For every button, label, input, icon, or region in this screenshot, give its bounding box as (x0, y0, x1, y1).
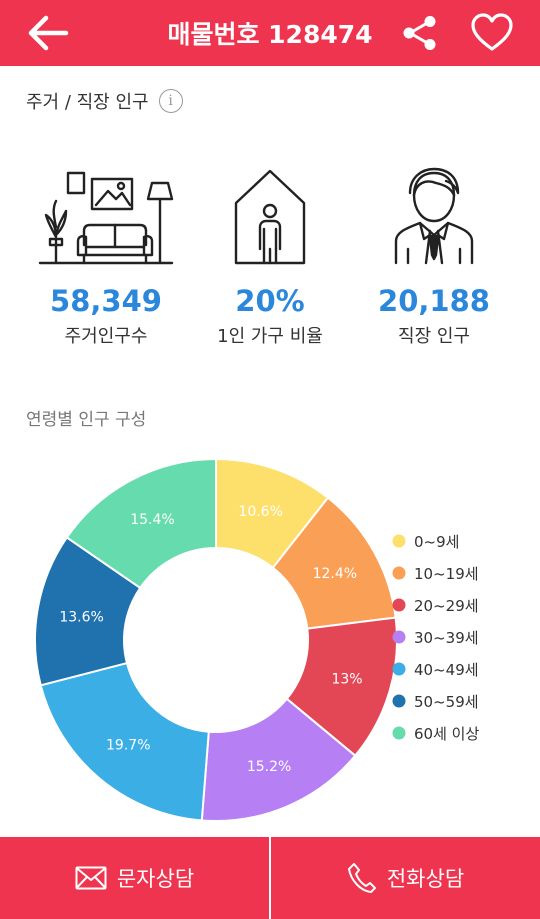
arrow-left-icon[interactable] (26, 13, 70, 53)
slice-data-label: 12.4% (313, 566, 357, 582)
legend-swatch (392, 694, 406, 708)
stat-label: 1인 가구 비율 (217, 326, 323, 347)
share-icon[interactable] (400, 13, 440, 53)
living-room-icon (38, 171, 174, 265)
stat-value: 20,188 (378, 284, 490, 318)
legend-label: 60세 이상 (414, 725, 479, 743)
donut-slice[interactable] (65, 457, 217, 590)
legend-swatch (392, 630, 406, 644)
legend-label: 20~29세 (414, 597, 479, 615)
legend-label: 0~9세 (414, 533, 459, 551)
stat-label: 주거인구수 (64, 326, 148, 347)
population-section-title: 주거 / 직장 인구 i (26, 88, 183, 114)
info-icon[interactable]: i (158, 89, 183, 113)
population-section-label: 주거 / 직장 인구 (26, 92, 149, 113)
legend-label: 30~39세 (414, 629, 479, 647)
call-consult-button[interactable]: 전화상담 (269, 837, 540, 919)
age-donut-chart: 10.6% 12.4% 13% 15.2% 19.7% 13.6% 15.4% 0~9세 10~… (34, 457, 479, 822)
legend-swatch (392, 534, 406, 548)
stat-value: 58,349 (50, 284, 162, 318)
stat-value: 20% (235, 284, 305, 318)
legend-label: 10~19세 (414, 565, 479, 583)
legend-label: 50~59세 (414, 693, 479, 711)
stat-single-household-ratio: 20% 1인 가구 비율 (180, 165, 360, 348)
stat-label: 직장 인구 (398, 326, 470, 347)
slice-data-label: 13% (331, 671, 362, 687)
single-person-house-icon (234, 169, 306, 265)
legend-swatch (392, 726, 406, 740)
bottom-action-bar: 문자상담 전화상담 (0, 837, 540, 919)
donut-slice[interactable] (39, 661, 210, 822)
legend-swatch (392, 662, 406, 676)
slice-data-label: 19.7% (106, 738, 150, 754)
legend-label: 40~49세 (414, 661, 479, 679)
phone-icon (347, 863, 376, 893)
call-consult-label: 전화상담 (386, 867, 465, 891)
age-chart-title: 연령별 인구 구성 (26, 410, 147, 430)
sms-consult-button[interactable]: 문자상담 (0, 837, 269, 919)
sms-consult-label: 문자상담 (116, 867, 195, 891)
slice-data-label: 10.6% (238, 504, 282, 520)
header-bar: 매물번호 128474 (0, 0, 540, 66)
legend-swatch (392, 566, 406, 580)
slice-data-label: 13.6% (59, 609, 103, 625)
envelope-icon (75, 866, 107, 890)
slice-data-label: 15.4% (130, 512, 174, 528)
page-title: 매물번호 128474 (167, 20, 373, 49)
stat-workplace-population: 20,188 직장 인구 (344, 165, 524, 348)
stat-residential-population: 58,349 주거인구수 (16, 165, 196, 348)
office-worker-icon (394, 167, 474, 265)
heart-icon[interactable] (470, 12, 514, 54)
legend-swatch (392, 598, 406, 612)
slice-data-label: 15.2% (247, 759, 291, 775)
